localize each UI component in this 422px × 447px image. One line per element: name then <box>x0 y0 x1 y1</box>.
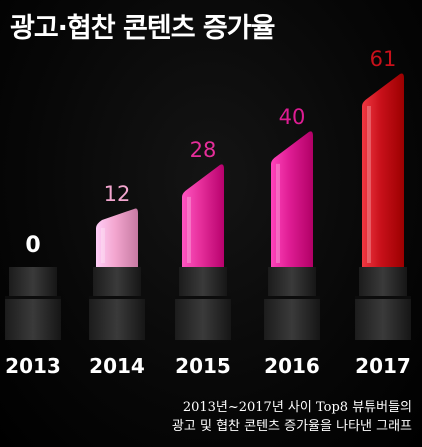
bar-tube-2016 <box>268 267 316 298</box>
value-label-2017: 61 <box>370 47 397 71</box>
value-label-2016: 40 <box>279 105 306 129</box>
value-label-2014: 12 <box>104 182 131 206</box>
value-label-2015: 28 <box>190 138 217 162</box>
bar-base-2017 <box>355 298 411 340</box>
bar-base-2013 <box>5 298 61 340</box>
caption-line-2: 광고 및 협찬 콘텐츠 증가율을 나타낸 그래프 <box>171 419 412 434</box>
bar-tube-2017 <box>359 267 407 298</box>
year-label-2014: 2014 <box>89 354 145 378</box>
chart-caption: 2013년~2017년 사이 Top8 뷰튜버들의 광고 및 협찬 콘텐츠 증가… <box>172 398 412 436</box>
bar-tube-2014 <box>93 267 141 298</box>
bar-tube-2015 <box>179 267 227 298</box>
year-label-2013: 2013 <box>5 354 61 378</box>
year-label-2017: 2017 <box>355 354 411 378</box>
year-label-2016: 2016 <box>264 354 320 378</box>
bar-2014 <box>96 208 138 267</box>
bar-2017 <box>362 73 404 267</box>
caption-line-1: 2013년~2017년 사이 Top8 뷰튜버들의 <box>182 400 412 415</box>
bar-2015 <box>182 164 224 267</box>
value-label-2013: 0 <box>25 233 40 258</box>
bar-2016 <box>271 131 313 267</box>
year-label-2015: 2015 <box>175 354 231 378</box>
bar-base-2016 <box>264 298 320 340</box>
bar-base-2014 <box>89 298 145 340</box>
chart-title: 광고·협찬 콘텐츠 증가율 <box>10 13 275 44</box>
bar-base-2015 <box>175 298 231 340</box>
bar-tube-2013 <box>9 267 57 298</box>
